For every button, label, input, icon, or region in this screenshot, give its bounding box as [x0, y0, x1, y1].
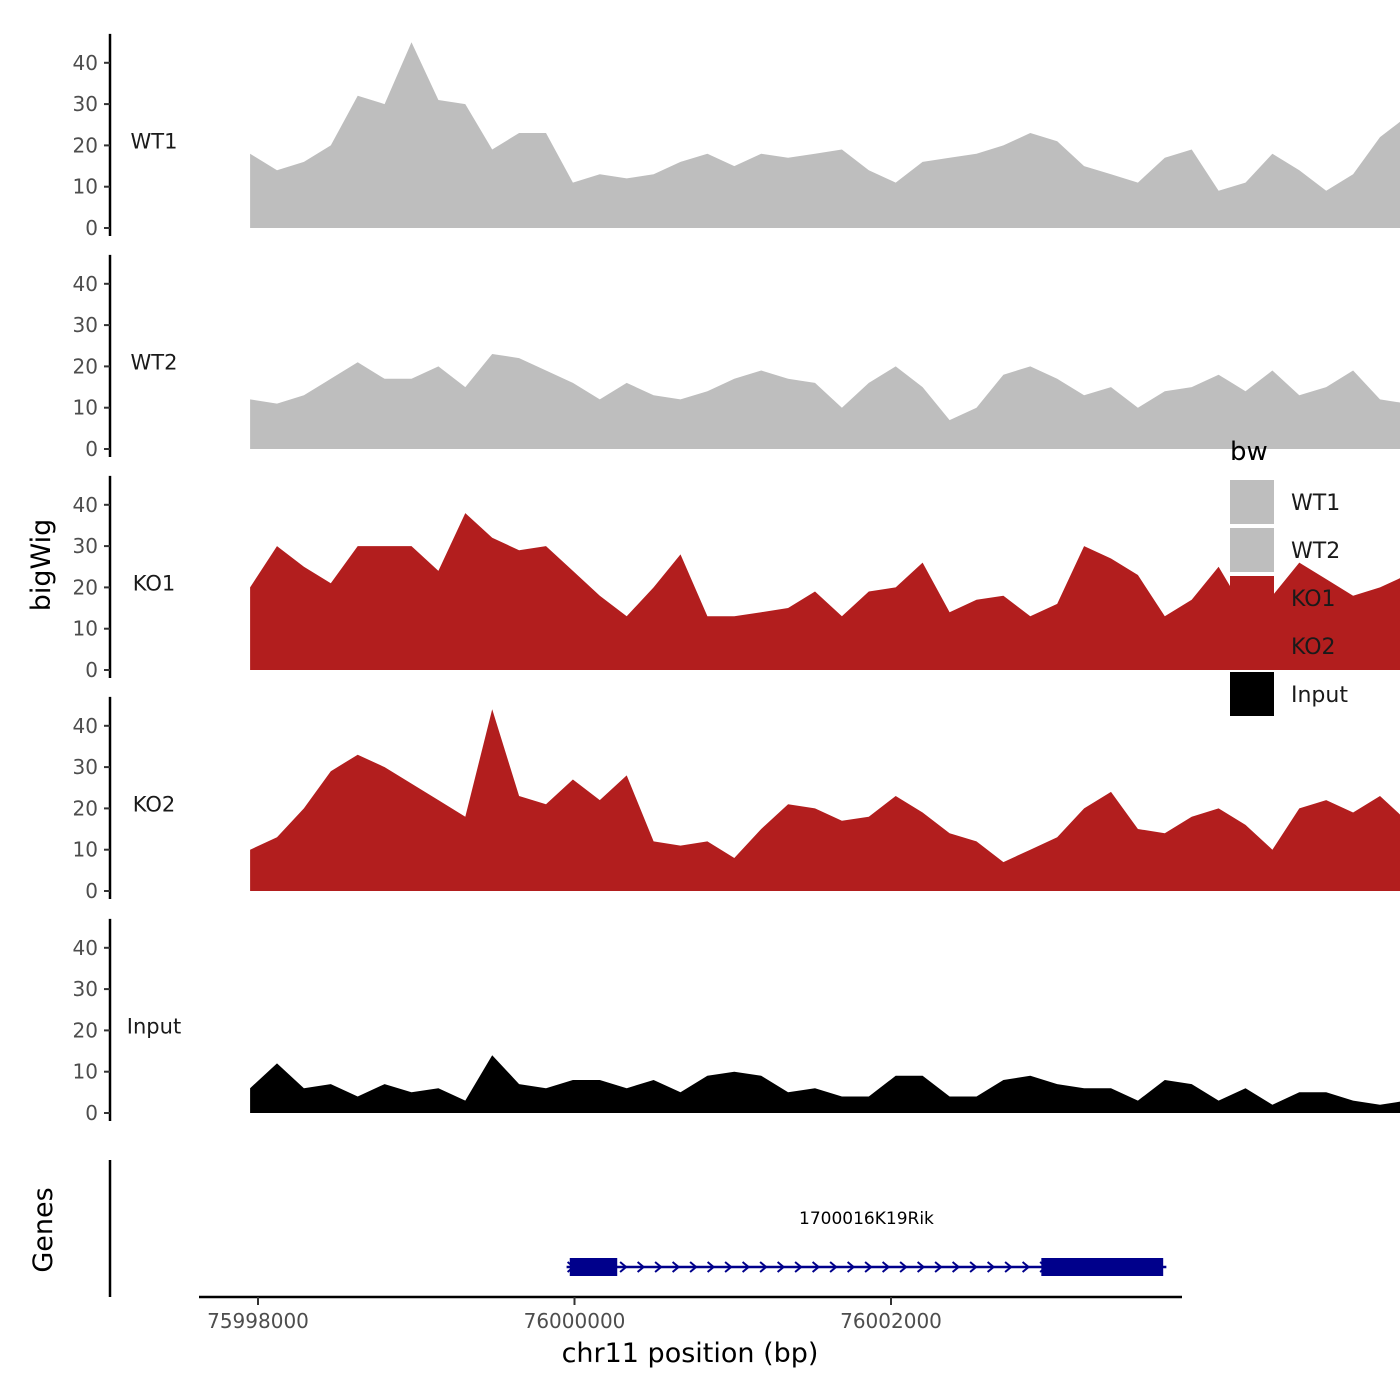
strand-arrow: [794, 1261, 803, 1273]
y-tick-label: 0: [85, 879, 98, 903]
y-tick-label: 30: [73, 977, 98, 1001]
strand-arrow: [759, 1261, 768, 1273]
y-tick-label: 40: [73, 272, 98, 296]
legend: bw WT1 WT2 KO1 KO2 Input: [1230, 437, 1348, 716]
coverage-area-input: [250, 1055, 1400, 1113]
strand-arrow: [969, 1261, 978, 1273]
y-tick-label: 20: [73, 575, 98, 599]
legend-label: KO2: [1291, 635, 1336, 660]
y-tick-label: 10: [73, 175, 98, 199]
strand-arrow: [916, 1261, 926, 1273]
track-panel-wt2: 0 10 20 30 40 WT2: [73, 254, 1400, 461]
strand-arrow: [776, 1261, 786, 1273]
y-tick-label: 20: [73, 354, 98, 378]
legend-label: WT2: [1291, 539, 1340, 564]
y-tick-label: 40: [73, 936, 98, 960]
x-tick-label: 76000000: [524, 1309, 626, 1333]
coverage-area-ko1: [250, 513, 1400, 670]
track-label: KO2: [133, 792, 176, 816]
y-tick-label: 0: [85, 658, 98, 682]
y-tick-label: 10: [73, 838, 98, 862]
gene-name-label: 1700016K19Rik: [799, 1209, 934, 1229]
gene-exon: [1041, 1258, 1164, 1276]
tracks-layer: 0 10 20 30 40 WT1 0 10 20 30 40 WT2 0 10 20 30 40 KO1 0 10 2…: [73, 33, 1400, 1125]
gene-panel-title: Genes: [28, 1187, 59, 1272]
y-tick-label: 0: [85, 1101, 98, 1125]
y-tick-label: 20: [73, 1018, 98, 1042]
coverage-area-wt1: [250, 42, 1400, 228]
y-tick-label: 40: [73, 493, 98, 517]
track-label: Input: [127, 1014, 181, 1038]
x-tick-label: 75998000: [207, 1309, 309, 1333]
strand-arrow: [636, 1261, 646, 1273]
y-axis-title: bigWig: [26, 519, 57, 612]
y-tick-label: 10: [73, 617, 98, 641]
y-tick-label: 30: [73, 534, 98, 558]
strand-arrow: [724, 1261, 733, 1273]
legend-label: Input: [1291, 683, 1348, 708]
strand-arrow: [881, 1261, 891, 1273]
y-tick-label: 40: [73, 51, 98, 75]
track-label: WT1: [131, 129, 178, 153]
strand-arrow: [899, 1261, 908, 1273]
strand-arrow: [706, 1261, 716, 1273]
legend-key-input: [1230, 672, 1274, 716]
strand-arrow: [951, 1261, 961, 1273]
strand-arrow: [671, 1261, 681, 1273]
strand-arrow: [934, 1261, 943, 1273]
strand-arrow: [986, 1261, 996, 1273]
strand-arrow: [619, 1261, 628, 1273]
y-tick-label: 30: [73, 755, 98, 779]
y-tick-label: 0: [85, 216, 98, 240]
legend-key-ko2: [1230, 624, 1274, 668]
strand-arrow: [811, 1261, 821, 1273]
track-panel-input: 0 10 20 30 40 Input: [73, 918, 1400, 1125]
strand-arrow: [689, 1261, 698, 1273]
x-tick-label: 76002000: [840, 1309, 942, 1333]
legend-key-wt1: [1230, 480, 1274, 524]
strand-arrow: [1021, 1261, 1031, 1273]
strand-arrow: [846, 1261, 856, 1273]
gene-panel: Genes 1700016K19Rik: [28, 1160, 1167, 1297]
legend-label: WT1: [1291, 491, 1340, 516]
legend-label: KO1: [1291, 587, 1336, 612]
x-axis-title: chr11 position (bp): [562, 1338, 819, 1369]
strand-arrow: [1004, 1261, 1013, 1273]
legend-key-wt2: [1230, 528, 1274, 572]
strand-arrow: [829, 1261, 838, 1273]
track-panel-ko2: 0 10 20 30 40 KO2: [73, 696, 1400, 903]
legend-title: bw: [1230, 437, 1268, 467]
track-label: WT2: [131, 350, 178, 374]
y-tick-label: 20: [73, 796, 98, 820]
y-tick-label: 40: [73, 714, 98, 738]
y-tick-label: 30: [73, 92, 98, 116]
y-tick-label: 10: [73, 1060, 98, 1084]
gene-exon: [569, 1258, 618, 1276]
x-axis: 75998000 76000000 76002000: [199, 1295, 1182, 1333]
track-panel-ko1: 0 10 20 30 40 KO1: [73, 475, 1400, 682]
strand-arrow: [741, 1261, 751, 1273]
coverage-area-ko2: [250, 709, 1400, 891]
legend-key-ko1: [1230, 576, 1274, 620]
strand-arrow: [864, 1261, 873, 1273]
y-tick-label: 20: [73, 133, 98, 157]
track-panel-wt1: 0 10 20 30 40 WT1: [73, 33, 1400, 240]
strand-arrow: [654, 1261, 663, 1273]
track-label: KO1: [133, 571, 176, 595]
coverage-area-wt2: [250, 354, 1400, 449]
y-tick-label: 10: [73, 396, 98, 420]
y-tick-label: 30: [73, 313, 98, 337]
y-tick-label: 0: [85, 437, 98, 461]
